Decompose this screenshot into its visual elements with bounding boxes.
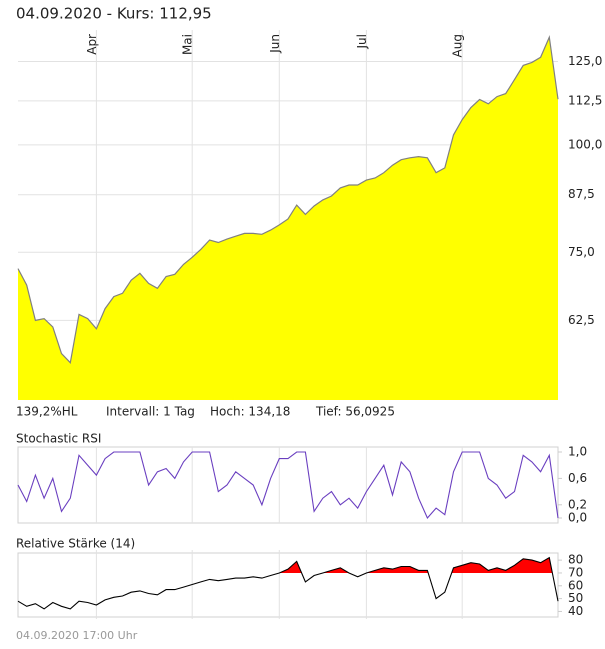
x-tick-label: Jun bbox=[268, 34, 282, 54]
x-tick-label: Aug bbox=[451, 34, 465, 57]
timestamp: 04.09.2020 17:00 Uhr bbox=[16, 629, 138, 642]
x-tick-label: Jul bbox=[355, 34, 369, 49]
y-tick-label: 0,0 bbox=[568, 511, 587, 525]
line bbox=[17, 35, 559, 364]
y-tick-label: 50 bbox=[568, 591, 583, 605]
panel-title: Relative Stärke (14) bbox=[16, 537, 135, 551]
y-tick-label: 100,0 bbox=[568, 137, 602, 151]
y-tick-label: 60 bbox=[568, 578, 583, 592]
y-tick-label: 87,5 bbox=[568, 187, 595, 201]
line bbox=[17, 451, 559, 520]
y-tick-label: 70 bbox=[568, 565, 583, 579]
x-tick-label: Mai bbox=[181, 34, 195, 55]
area bbox=[18, 37, 558, 400]
stat: Tief: 56,0925 bbox=[315, 405, 395, 419]
line bbox=[17, 556, 559, 610]
chart-title: 04.09.2020 - Kurs: 112,95 bbox=[16, 5, 212, 23]
y-tick-label: 40 bbox=[568, 604, 583, 618]
y-tick-label: 75,0 bbox=[568, 245, 595, 259]
y-tick-label: 0,6 bbox=[568, 471, 587, 485]
x-tick-label: Apr bbox=[85, 34, 99, 55]
stat: Hoch: 134,18 bbox=[210, 405, 290, 419]
y-tick-label: 125,0 bbox=[568, 54, 602, 68]
y-tick-label: 62,5 bbox=[568, 313, 595, 327]
y-tick-label: 112,5 bbox=[568, 93, 602, 107]
y-tick-label: 0,2 bbox=[568, 497, 587, 511]
y-tick-label: 80 bbox=[568, 553, 583, 567]
area-above bbox=[279, 557, 553, 573]
panel-title: Stochastic RSI bbox=[16, 432, 101, 446]
stat: Intervall: 1 Tag bbox=[106, 405, 195, 419]
y-tick-label: 1,0 bbox=[568, 445, 587, 459]
panel-frame bbox=[17, 552, 559, 618]
stat: 139,2%HL bbox=[16, 405, 78, 419]
